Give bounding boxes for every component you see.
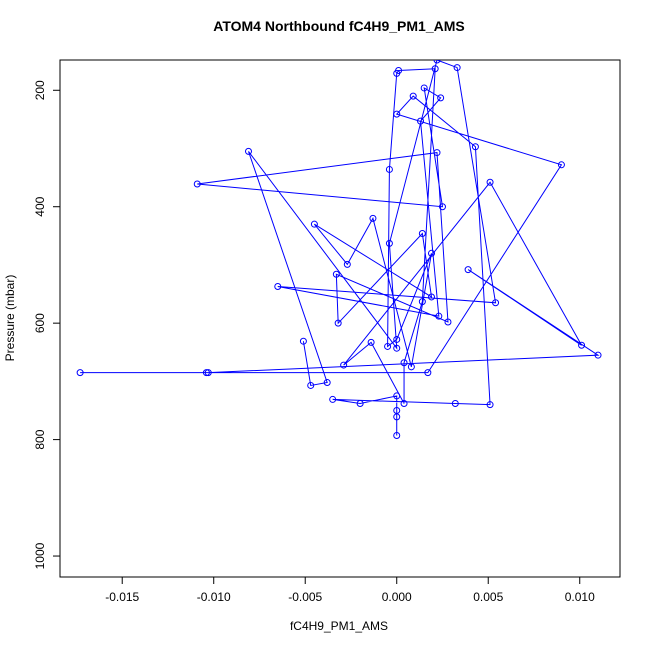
data-point: [244, 147, 252, 155]
data-point: [393, 406, 401, 414]
data-point: [444, 318, 452, 326]
x-axis-label: fC4H9_PM1_AMS: [290, 619, 388, 633]
data-point: [424, 369, 432, 377]
data-point: [204, 369, 212, 377]
data-point: [471, 143, 479, 151]
data-point: [451, 400, 459, 408]
data-point: [332, 270, 340, 278]
data-point: [356, 400, 364, 408]
y-tick-label: 600: [33, 313, 47, 333]
data-point: [435, 312, 443, 320]
x-tick-label: 0.010: [565, 590, 595, 604]
plot-frame: [59, 59, 621, 578]
data-point: [486, 401, 494, 409]
data-point: [323, 379, 331, 387]
data-point: [343, 260, 351, 268]
data-point: [557, 161, 565, 169]
data-point: [453, 64, 461, 72]
data-point: [393, 335, 401, 343]
y-tick-label: 800: [33, 429, 47, 449]
data-point: [492, 299, 500, 307]
data-point: [393, 432, 401, 440]
data-point: [334, 319, 342, 327]
y-axis-label: Pressure (mbar): [3, 275, 17, 362]
data-point: [299, 337, 307, 345]
data-point: [393, 392, 401, 400]
data-point: [428, 293, 436, 301]
x-tick-label: 0.000: [382, 590, 412, 604]
data-point: [409, 92, 417, 100]
data-point: [329, 395, 337, 403]
data-point: [433, 149, 441, 157]
data-point: [400, 400, 408, 408]
data-point: [385, 239, 393, 247]
x-tick-label: 0.005: [473, 590, 503, 604]
y-tick-label: 1000: [33, 542, 47, 569]
data-point: [420, 84, 428, 92]
data-point: [431, 65, 439, 73]
data-line: [80, 60, 600, 436]
data-point: [385, 165, 393, 173]
data-point: [418, 229, 426, 237]
plot-area: [76, 60, 602, 440]
data-point: [417, 117, 425, 125]
x-tick-label: -0.005: [288, 590, 322, 604]
data-point: [594, 351, 602, 359]
data-point: [400, 359, 408, 367]
data-point: [307, 381, 315, 389]
chart-title: ATOM4 Northbound fC4H9_PM1_AMS: [213, 18, 465, 34]
data-point: [418, 298, 426, 306]
data-point: [384, 342, 392, 350]
data-point: [393, 344, 401, 352]
data-point: [438, 203, 446, 211]
data-point: [464, 266, 472, 274]
data-point: [407, 363, 415, 371]
data-point: [274, 282, 282, 290]
data-point: [437, 94, 445, 102]
data-point: [428, 249, 436, 257]
y-tick-label: 400: [33, 196, 47, 216]
data-point: [486, 178, 494, 186]
data-point: [310, 220, 318, 228]
data-point: [433, 60, 441, 64]
data-point: [193, 180, 201, 188]
y-tick-label: 200: [33, 80, 47, 100]
data-point: [578, 341, 586, 349]
data-point: [393, 110, 401, 118]
data-point: [76, 369, 84, 377]
data-point: [369, 214, 377, 222]
x-tick-label: -0.015: [105, 590, 139, 604]
data-point: [340, 361, 348, 369]
x-tick-label: -0.010: [197, 590, 231, 604]
data-point: [393, 69, 401, 77]
data-point: [202, 369, 210, 377]
data-point: [367, 338, 375, 346]
